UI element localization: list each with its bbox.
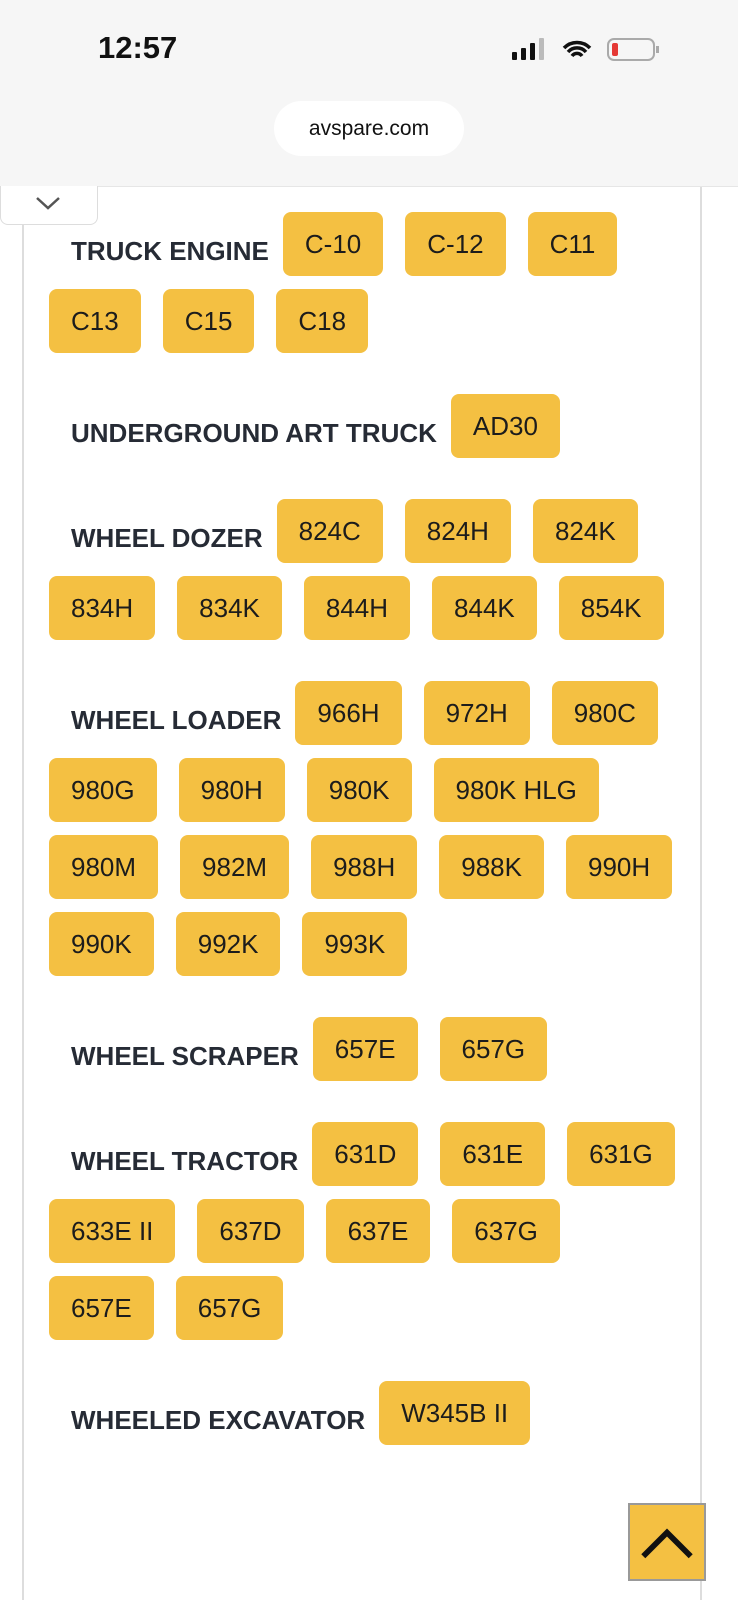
model-tag[interactable]: 992K [175, 912, 281, 976]
model-tag[interactable]: 993K [302, 912, 408, 976]
model-tag[interactable]: 844K [432, 576, 537, 640]
section: WHEEL LOADER 966H 972H 980C 980G 980H 980K 980K… [49, 681, 699, 989]
model-tag[interactable]: C-10 [282, 212, 384, 276]
model-tag[interactable]: 980G [49, 758, 157, 822]
section: WHEEL TRACTOR 631D 631E 631G 633E II 637D 637E… [49, 1122, 699, 1353]
dropdown-toggle[interactable] [0, 186, 98, 225]
model-tag[interactable]: 990K [49, 912, 154, 976]
model-tag[interactable]: 854K [558, 576, 664, 640]
status-time: 12:57 [98, 30, 178, 65]
section-title: WHEELED EXCAVATOR [71, 1405, 366, 1435]
scroll-to-top[interactable] [628, 1503, 706, 1581]
model-tag[interactable]: C15 [162, 289, 255, 353]
model-tag[interactable]: 980H [178, 758, 285, 822]
model-tag[interactable]: C-12 [405, 212, 506, 276]
section-title: WHEEL LOADER [71, 705, 282, 735]
model-tag[interactable]: 657E [49, 1276, 154, 1340]
model-tag[interactable]: C18 [276, 289, 369, 353]
model-tag[interactable]: 631G [567, 1122, 675, 1186]
category-list: TRUCK ENGINE C-10 C-12 C11 C13 C15 C18 UNDERGRO… [49, 212, 699, 1486]
model-tag[interactable]: 980K [306, 758, 412, 822]
model-tag[interactable]: C11 [527, 212, 618, 276]
model-tag[interactable]: 637E [325, 1199, 431, 1263]
section-title: WHEEL TRACTOR [71, 1146, 299, 1176]
model-tag[interactable]: 834K [177, 576, 282, 640]
section: UNDERGROUND ART TRUCK AD30 [49, 394, 699, 471]
model-tag[interactable]: 972H [423, 681, 530, 745]
model-tag[interactable]: 637G [452, 1199, 560, 1263]
model-tag[interactable]: 657E [312, 1017, 418, 1081]
model-tag[interactable]: 844H [303, 576, 411, 640]
model-tag[interactable]: 988K [439, 835, 544, 899]
model-tag[interactable]: AD30 [450, 394, 560, 458]
model-tag[interactable]: 657G [175, 1276, 284, 1340]
section-title: TRUCK ENGINE [71, 236, 269, 266]
model-tag[interactable]: 824H [404, 499, 511, 563]
section-title: WHEEL DOZER [71, 523, 263, 553]
model-tag[interactable]: 966H [295, 681, 402, 745]
model-tag[interactable]: 633E II [49, 1199, 176, 1263]
section: WHEEL SCRAPER 657E 657G [49, 1017, 699, 1094]
model-tag[interactable]: 982M [180, 835, 290, 899]
section: WHEEL DOZER 824C 824H 824K 834H 834K 844H 844K 8… [49, 499, 699, 653]
model-tag[interactable]: 637D [197, 1199, 304, 1263]
browser-chrome: 12:57 avspare.com [0, 0, 738, 187]
content-card [22, 186, 702, 1600]
model-tag[interactable]: W345B II [379, 1381, 531, 1445]
model-tag[interactable]: 980M [49, 835, 159, 899]
model-tag[interactable]: 631D [312, 1122, 419, 1186]
model-tag[interactable]: 631E [440, 1122, 546, 1186]
model-tag[interactable]: 990H [565, 835, 673, 899]
model-tag[interactable]: 980C [551, 681, 658, 745]
section-title: UNDERGROUND ART TRUCK [71, 418, 437, 448]
model-tag[interactable]: C13 [49, 289, 141, 353]
model-tag[interactable]: 834H [49, 576, 156, 640]
model-tag[interactable]: 988H [311, 835, 418, 899]
url-bar[interactable]: avspare.com [274, 101, 464, 156]
model-tag[interactable]: 657G [439, 1017, 548, 1081]
status-icons [512, 38, 659, 61]
model-tag[interactable]: 980K HLG [433, 758, 599, 822]
section: TRUCK ENGINE C-10 C-12 C11 C13 C15 C18 [49, 212, 699, 366]
section: WHEELED EXCAVATOR W345B II [49, 1381, 699, 1458]
section-title: WHEEL SCRAPER [71, 1041, 299, 1071]
model-tag[interactable]: 824K [532, 499, 638, 563]
model-tag[interactable]: 824C [276, 499, 383, 563]
